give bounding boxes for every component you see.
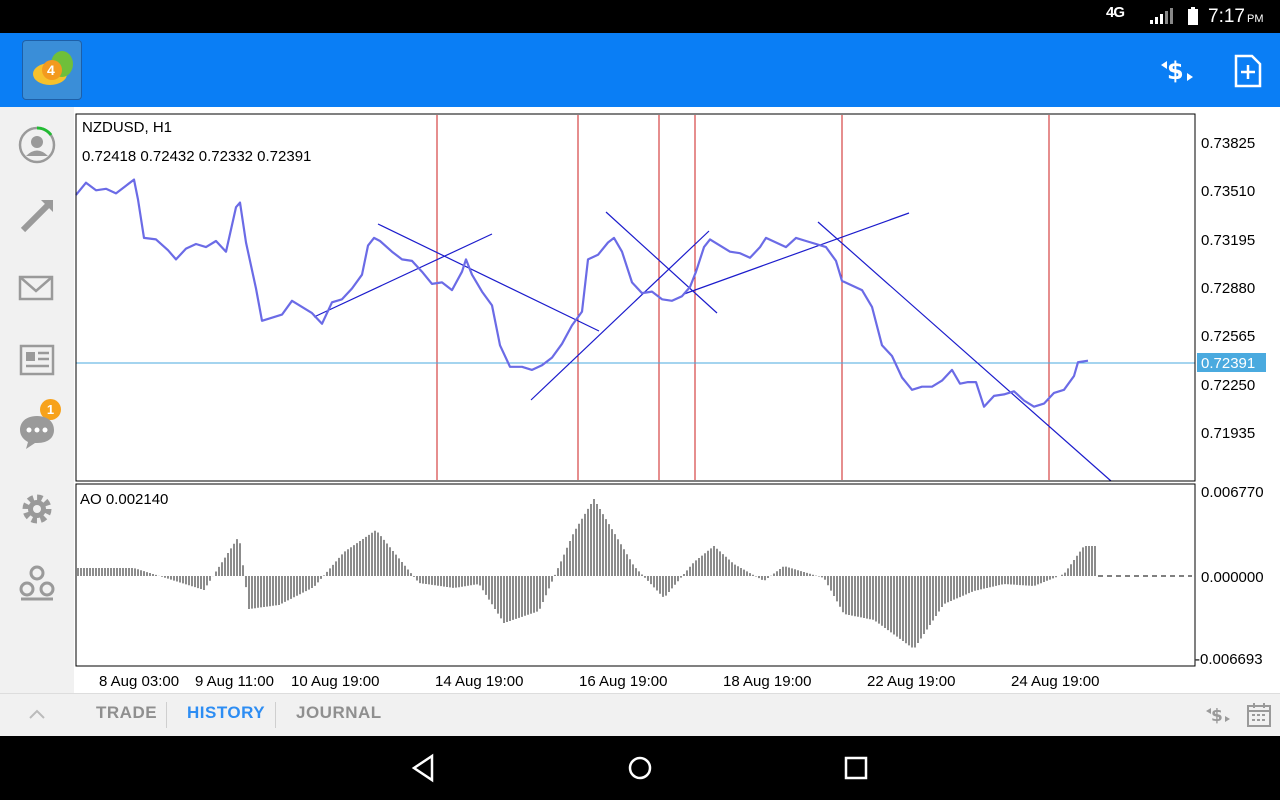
price-tick-label: 0.72565	[1201, 328, 1255, 345]
home-icon[interactable]	[622, 750, 658, 786]
price-tick-label: 0.72250	[1201, 377, 1255, 394]
ohlc-values-label: 0.72418 0.72432 0.72332 0.72391	[82, 148, 311, 165]
quotes-icon[interactable]	[15, 123, 59, 167]
time-axis-label: 16 Aug 19:00	[579, 673, 667, 690]
time-axis-label: 9 Aug 11:00	[195, 673, 274, 690]
vertical-line-group	[76, 115, 1195, 480]
trendline	[683, 212, 910, 295]
back-icon[interactable]	[406, 750, 442, 786]
svg-text:$: $	[1211, 706, 1223, 726]
trendline	[377, 223, 600, 332]
calendar-icon[interactable]	[1245, 701, 1273, 729]
indicator-tick-label: 0.006770	[1201, 484, 1264, 501]
tab-separator	[275, 702, 276, 728]
mail-icon[interactable]	[15, 267, 59, 311]
chat-icon[interactable]	[15, 410, 59, 454]
indicator-label: AO 0.002140	[80, 491, 168, 508]
status-bar: 4G 7:17 PM	[0, 0, 1280, 33]
signal-icon	[1150, 8, 1173, 24]
indicator-panel-border	[75, 483, 1196, 667]
price-tick-label: 0.73825	[1201, 135, 1255, 152]
trendline	[817, 221, 1112, 482]
sidebar: 1	[0, 107, 74, 693]
new-order-icon[interactable]	[1228, 51, 1268, 91]
trendline	[605, 211, 718, 314]
price-tick-label: 0.73510	[1201, 183, 1255, 200]
trade-symbols-icon[interactable]: $	[1157, 51, 1197, 91]
price-tick-label: 0.72880	[1201, 280, 1255, 297]
price-series-group	[75, 178, 1089, 408]
time-axis-label: 10 Aug 19:00	[291, 673, 379, 690]
tab-trade[interactable]: TRADE	[96, 703, 158, 722]
indicator-tick-label: 0.000000	[1201, 569, 1264, 586]
main-chart-border	[75, 113, 1196, 482]
ao-histogram-group	[77, 499, 1192, 648]
news-icon[interactable]	[15, 338, 59, 382]
trade-symbols-small-icon[interactable]: $	[1204, 702, 1232, 728]
chart-symbol-label: NZDUSD, H1	[82, 119, 172, 136]
clock: 7:17 PM	[1208, 6, 1264, 27]
price-tick-label: 0.73195	[1201, 232, 1255, 249]
chevron-up-icon[interactable]	[28, 708, 46, 720]
time-axis-label: 18 Aug 19:00	[723, 673, 811, 690]
time-axis-label: 22 Aug 19:00	[867, 673, 955, 690]
time-axis-label: 14 Aug 19:00	[435, 673, 523, 690]
android-nav-bar	[0, 736, 1280, 800]
community-icon[interactable]	[15, 561, 59, 605]
trendline-group	[313, 211, 1112, 482]
svg-text:$: $	[1167, 57, 1184, 85]
battery-icon	[1188, 7, 1198, 25]
mail-count-badge: 1	[40, 399, 61, 420]
bottom-bar: TRADE HISTORY JOURNAL $	[0, 693, 1280, 737]
price-line	[75, 178, 1089, 408]
tab-history[interactable]: HISTORY	[187, 703, 266, 722]
trade-icon[interactable]	[15, 194, 59, 238]
chart-area[interactable]: NZDUSD, H1 0.72418 0.72432 0.72332 0.723…	[74, 107, 1280, 693]
tab-journal[interactable]: JOURNAL	[296, 703, 382, 722]
recents-icon[interactable]	[838, 750, 874, 786]
time-axis-label: 8 Aug 03:00	[99, 673, 179, 690]
settings-icon[interactable]	[15, 487, 59, 531]
chart-canvas[interactable]: NZDUSD, H1 0.72418 0.72432 0.72332 0.723…	[74, 107, 1280, 693]
network-type: 4G	[1106, 4, 1125, 21]
current-price-badge	[1197, 353, 1266, 372]
time-axis-label: 24 Aug 19:00	[1011, 673, 1099, 690]
trendline	[530, 230, 710, 401]
current-price-label: 0.72391	[1201, 355, 1255, 372]
trendline	[313, 233, 493, 318]
tab-separator	[166, 702, 167, 728]
metatrader-logo-icon[interactable]: 4	[22, 40, 82, 100]
svg-text:4: 4	[47, 62, 55, 78]
price-tick-label: 0.71935	[1201, 425, 1255, 442]
app-bar: 4 $	[0, 33, 1280, 107]
indicator-tick-label: -0.006693	[1195, 651, 1263, 668]
